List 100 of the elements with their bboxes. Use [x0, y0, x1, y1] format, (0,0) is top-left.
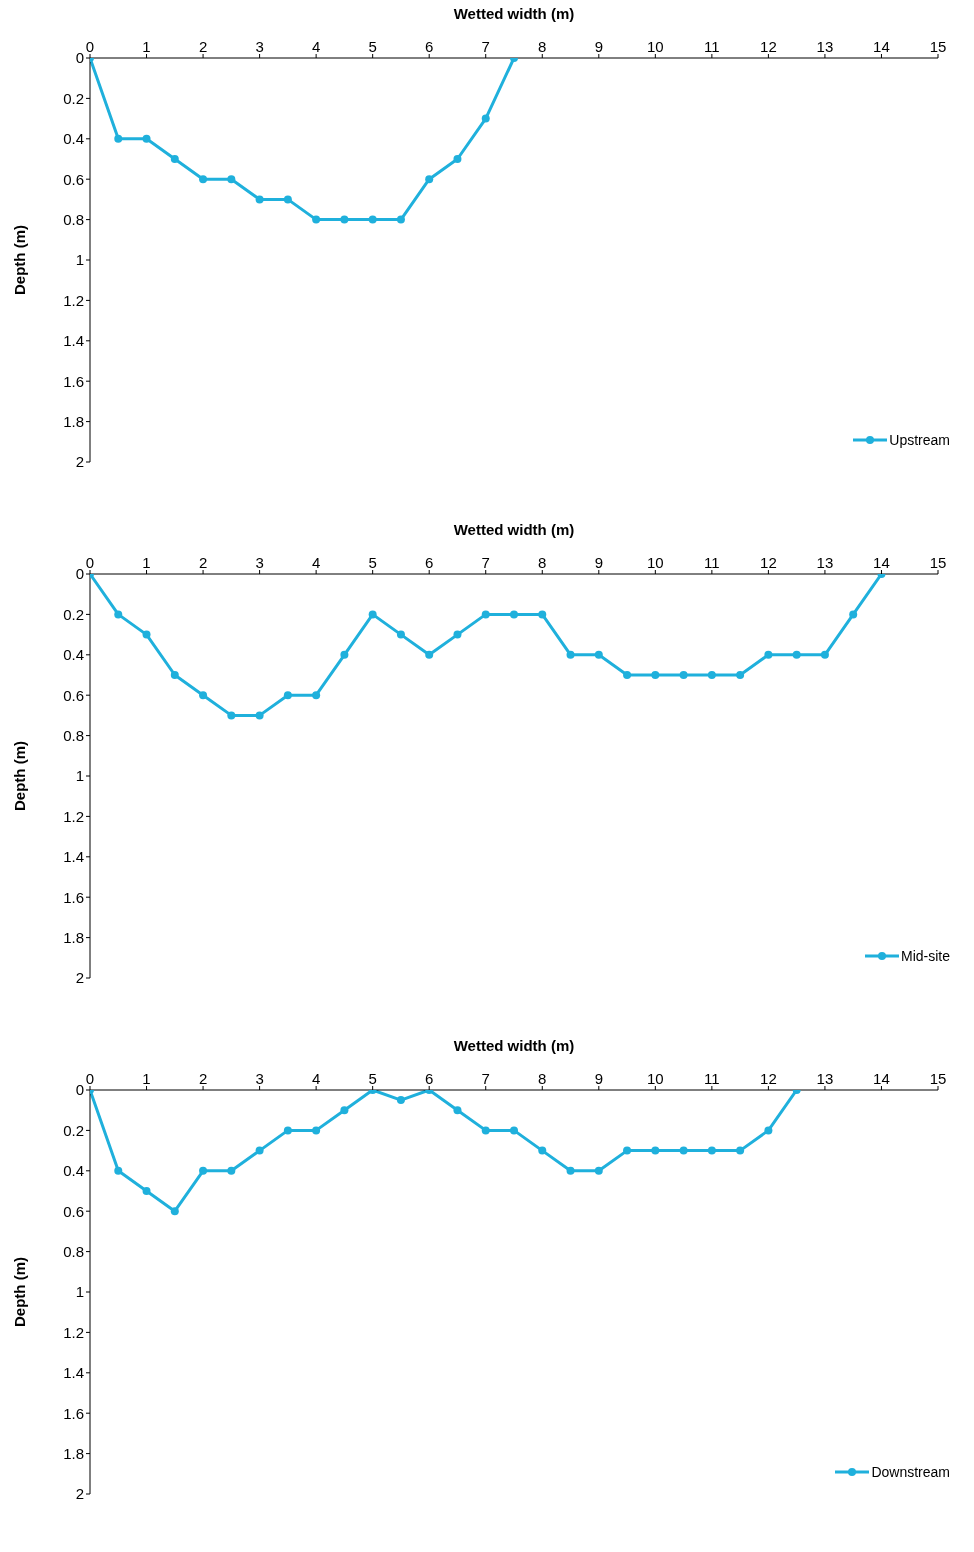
- x-tick-label: 10: [646, 1070, 664, 1087]
- point: [227, 711, 236, 720]
- y-tick-label: 2: [75, 969, 84, 987]
- x-tick-label: 9: [594, 554, 603, 571]
- x-tick-label: 11: [704, 38, 720, 55]
- x-tick-label: 3: [255, 38, 264, 55]
- point: [312, 215, 321, 224]
- point: [396, 215, 405, 224]
- point: [481, 610, 490, 619]
- point: [764, 650, 773, 659]
- x-tick-label: 2: [198, 554, 208, 571]
- point: [283, 691, 292, 700]
- y-tick-label: 2: [75, 1485, 84, 1503]
- x-tick-label: 14: [873, 554, 890, 571]
- point: [651, 671, 660, 679]
- point: [594, 650, 603, 659]
- y-axis-title: Depth (m): [11, 741, 29, 811]
- point: [566, 650, 575, 659]
- x-tick-label: 14: [873, 38, 890, 55]
- y-tick-label: 0.6: [63, 170, 84, 188]
- x-tick-label: 13: [816, 1070, 834, 1087]
- y-axis-title: Depth (m): [11, 225, 29, 295]
- point: [510, 610, 518, 619]
- y-tick-label: 0.4: [63, 646, 84, 664]
- x-tick-label: 2: [198, 38, 208, 55]
- point: [792, 650, 801, 659]
- point: [396, 630, 405, 639]
- x-tick-label: 9: [594, 38, 603, 55]
- y-tick-label: 0.2: [63, 1121, 84, 1139]
- x-tick-label: 11: [704, 1070, 720, 1087]
- x-tick-label: 15: [929, 38, 947, 55]
- point: [142, 134, 151, 143]
- point: [481, 114, 490, 123]
- point: [425, 175, 434, 184]
- x-tick-label: 1: [142, 554, 151, 571]
- point: [679, 671, 688, 679]
- x-tick-label: 11: [704, 554, 720, 571]
- x-tick-label: 12: [760, 554, 777, 571]
- point: [425, 650, 434, 659]
- x-axis-title: Wetted width (m): [453, 520, 575, 538]
- x-tick-label: 10: [646, 38, 664, 55]
- point: [538, 610, 547, 619]
- point: [453, 630, 462, 639]
- y-tick-label: 1.2: [63, 1323, 84, 1341]
- y-tick-label: 1.4: [63, 848, 84, 866]
- x-tick-label: 12: [760, 1070, 777, 1087]
- point: [255, 711, 264, 720]
- y-tick-label: 1: [75, 251, 84, 269]
- y-axis-title: Depth (m): [11, 1257, 29, 1327]
- x-tick-label: 4: [311, 38, 321, 55]
- x-tick-label: 1: [142, 38, 151, 55]
- point: [170, 671, 179, 679]
- y-tick-label: 0: [75, 49, 84, 67]
- point: [199, 691, 208, 700]
- x-tick-label: 1: [142, 1070, 151, 1087]
- y-tick-label: 1: [75, 767, 84, 785]
- x-tick-label: 5: [368, 554, 377, 571]
- x-tick-label: 8: [538, 38, 547, 55]
- x-tick-label: 12: [760, 38, 777, 55]
- y-tick-label: 1: [75, 1283, 84, 1301]
- point: [114, 134, 123, 143]
- x-tick-label: 4: [311, 554, 321, 571]
- x-tick-label: 8: [538, 554, 547, 571]
- legend-label: Mid-site: [900, 948, 950, 964]
- point: [255, 195, 264, 204]
- y-tick-label: 1.2: [63, 807, 84, 825]
- x-tick-label: 4: [311, 1070, 321, 1087]
- point: [340, 650, 349, 659]
- y-tick-label: 0: [75, 565, 84, 583]
- y-tick-label: 1.6: [63, 888, 84, 906]
- x-axis-title: Wetted width (m): [453, 4, 575, 22]
- y-tick-label: 0.6: [63, 686, 84, 704]
- y-tick-label: 1.6: [63, 372, 84, 390]
- x-tick-label: 14: [873, 1070, 890, 1087]
- point: [849, 610, 858, 619]
- y-tick-label: 1.6: [63, 1404, 84, 1422]
- x-tick-label: 6: [425, 38, 434, 55]
- x-tick-label: 9: [594, 1070, 603, 1087]
- y-tick-label: 0.8: [63, 210, 84, 228]
- x-tick-label: 13: [816, 554, 834, 571]
- x-tick-label: 15: [929, 554, 947, 571]
- y-tick-label: 0.2: [63, 605, 84, 623]
- point: [312, 691, 321, 700]
- point: [340, 215, 349, 224]
- y-tick-label: 0.8: [63, 726, 84, 744]
- point: [368, 610, 377, 619]
- x-tick-label: 5: [368, 38, 377, 55]
- point: [114, 610, 123, 619]
- point: [820, 650, 829, 659]
- x-tick-label: 10: [646, 554, 664, 571]
- point: [453, 155, 462, 163]
- y-tick-label: 1.4: [63, 332, 84, 350]
- point: [736, 671, 745, 679]
- x-tick-label: 6: [425, 1070, 434, 1087]
- x-tick-label: 7: [481, 38, 490, 55]
- x-tick-label: 15: [929, 1070, 947, 1087]
- x-tick-label: 7: [481, 554, 490, 571]
- x-tick-label: 3: [255, 554, 264, 571]
- y-tick-label: 1.2: [63, 291, 84, 309]
- y-tick-label: 0.4: [63, 1162, 84, 1180]
